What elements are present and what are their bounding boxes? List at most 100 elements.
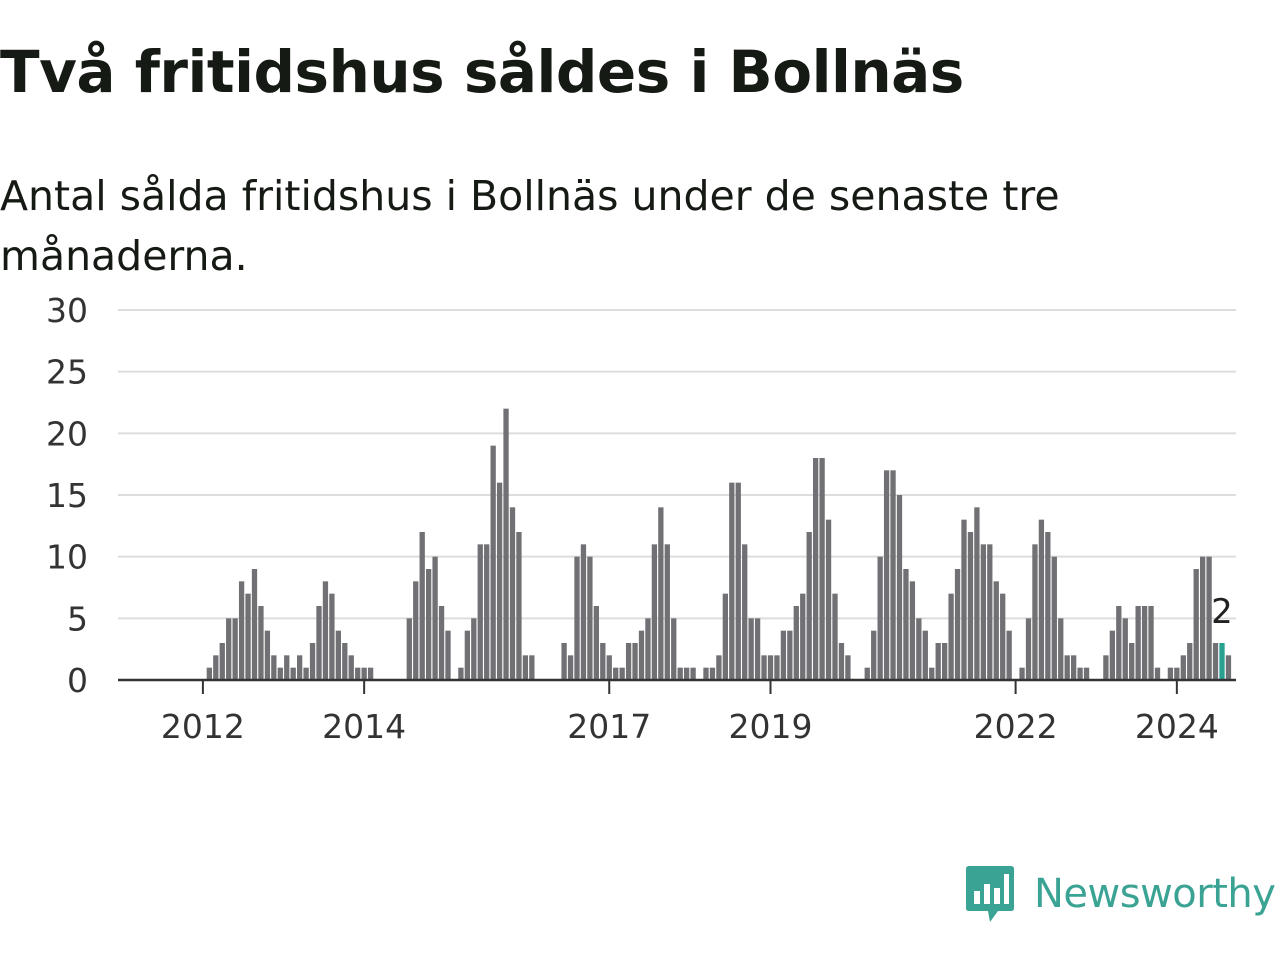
highlight-bar xyxy=(1219,643,1225,680)
bar xyxy=(477,544,483,680)
bar xyxy=(606,655,612,680)
bar xyxy=(529,655,535,680)
bar xyxy=(651,544,658,680)
bar xyxy=(471,618,477,680)
bar xyxy=(761,655,767,680)
bar xyxy=(426,569,432,680)
bar xyxy=(245,593,251,680)
bar xyxy=(503,408,509,680)
bar xyxy=(232,618,238,680)
bar xyxy=(864,667,870,680)
bar xyxy=(800,593,806,680)
bar xyxy=(961,519,967,680)
bar xyxy=(355,667,361,680)
bar xyxy=(316,606,322,680)
bar xyxy=(277,667,283,680)
bar xyxy=(1000,593,1006,680)
bar xyxy=(993,581,999,680)
bar xyxy=(935,643,941,680)
bar xyxy=(774,655,780,680)
bar xyxy=(1103,655,1109,680)
bar xyxy=(1225,655,1232,680)
bar xyxy=(522,655,529,680)
bar xyxy=(1058,618,1064,680)
bar xyxy=(322,581,329,680)
bar xyxy=(729,482,735,680)
bar xyxy=(238,581,245,680)
bar xyxy=(754,618,761,680)
bar xyxy=(1045,532,1051,680)
bar xyxy=(890,470,896,680)
bar xyxy=(625,643,632,680)
x-tick-label: 2014 xyxy=(322,707,406,746)
bar xyxy=(767,655,774,680)
bar xyxy=(1141,606,1148,680)
bar xyxy=(825,519,832,680)
bar xyxy=(967,532,974,680)
bar xyxy=(664,544,670,680)
bar xyxy=(980,544,986,680)
y-tick-label: 10 xyxy=(46,538,88,577)
bar xyxy=(464,630,470,680)
bar xyxy=(871,630,877,680)
chart-title: Två fritidshus såldes i Bollnäs xyxy=(0,38,964,106)
x-tick-label: 2022 xyxy=(974,707,1058,746)
bar xyxy=(883,470,890,680)
bar xyxy=(1200,556,1206,680)
bar xyxy=(1051,556,1057,680)
bar xyxy=(1193,569,1199,680)
bar xyxy=(709,667,716,680)
bar xyxy=(684,667,690,680)
y-tick-label: 0 xyxy=(67,661,88,700)
bar xyxy=(264,630,271,680)
bar xyxy=(561,643,567,680)
bar xyxy=(832,593,838,680)
bar xyxy=(213,655,219,680)
bar xyxy=(342,643,348,680)
y-tick-label: 25 xyxy=(46,353,88,392)
bar xyxy=(445,630,451,680)
bar xyxy=(290,667,296,680)
bar xyxy=(206,667,212,680)
bar xyxy=(922,630,928,680)
bar xyxy=(1129,643,1135,680)
bar xyxy=(413,581,419,680)
bar xyxy=(1116,606,1122,680)
bar xyxy=(458,667,464,680)
bar xyxy=(787,630,793,680)
bar xyxy=(490,445,496,680)
bar xyxy=(580,544,587,680)
bar xyxy=(1032,544,1038,680)
bar xyxy=(748,618,754,680)
bar xyxy=(671,618,677,680)
bar xyxy=(677,667,683,680)
bar xyxy=(593,606,599,680)
bar xyxy=(1154,667,1161,680)
bar xyxy=(819,458,825,680)
bar xyxy=(1064,655,1070,680)
bar xyxy=(780,630,787,680)
bar xyxy=(303,667,309,680)
bar xyxy=(619,667,625,680)
bar xyxy=(1187,643,1193,680)
bar xyxy=(916,618,922,680)
bar xyxy=(600,643,606,680)
bar xyxy=(735,482,741,680)
bar xyxy=(406,618,412,680)
bar xyxy=(438,606,445,680)
bar xyxy=(974,507,980,680)
bar xyxy=(1174,667,1180,680)
bar xyxy=(297,655,303,680)
bar xyxy=(987,544,993,680)
bar xyxy=(309,643,316,680)
bar-chart: 0 5 10 15 20 25 30 2012 2014 2017 2019 2022 2024 2 xyxy=(46,291,1236,746)
bar xyxy=(954,569,961,680)
bar xyxy=(284,655,290,680)
bar xyxy=(251,569,258,680)
bar xyxy=(690,667,696,680)
bar xyxy=(813,458,819,680)
bar xyxy=(1206,556,1212,680)
y-tick-label: 15 xyxy=(46,476,88,515)
bar xyxy=(942,643,948,680)
bar xyxy=(742,544,748,680)
